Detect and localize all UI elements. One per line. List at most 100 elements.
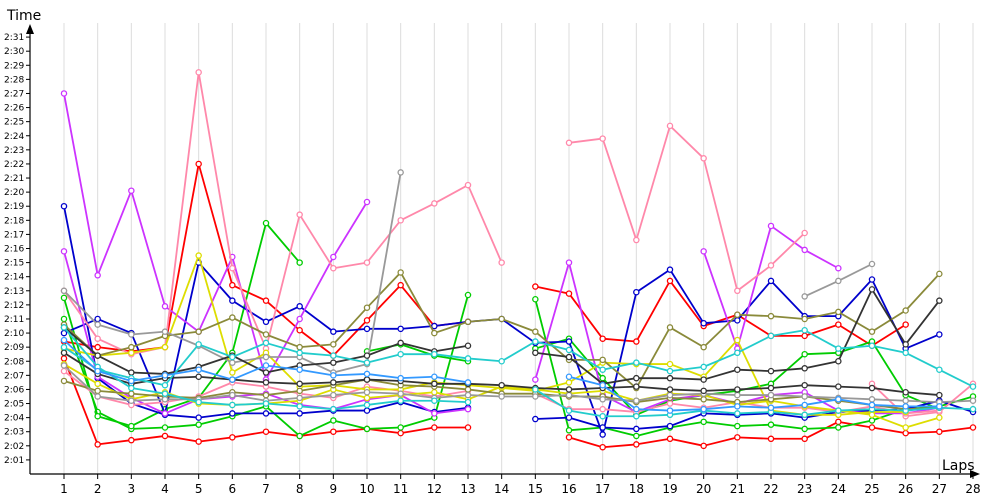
x-tick-label: 8	[296, 482, 304, 496]
data-point	[195, 252, 202, 259]
data-point	[666, 122, 674, 130]
data-point	[868, 286, 876, 293]
data-point	[633, 383, 640, 390]
data-point	[60, 349, 68, 357]
series-line	[366, 343, 469, 363]
data-point	[128, 349, 135, 357]
x-tick-label: 18	[629, 482, 644, 496]
series-line	[568, 375, 940, 412]
data-point	[666, 277, 674, 285]
data-point	[868, 328, 876, 335]
data-point	[835, 357, 842, 365]
data-point	[902, 349, 909, 357]
data-point	[94, 321, 101, 328]
data-point	[195, 373, 202, 381]
data-point	[195, 398, 202, 406]
data-point	[464, 424, 472, 431]
data-point	[599, 396, 606, 403]
data-point	[835, 418, 842, 426]
data-point	[700, 396, 707, 403]
data-point	[498, 393, 505, 400]
data-point	[296, 211, 303, 218]
data-point	[330, 417, 337, 424]
data-point	[767, 404, 775, 412]
data-point	[397, 169, 404, 176]
data-point	[464, 181, 472, 189]
series-15	[60, 169, 876, 376]
data-point	[128, 390, 135, 397]
data-point	[397, 217, 404, 224]
data-point	[969, 397, 977, 404]
data-point	[767, 277, 775, 285]
data-point	[296, 303, 303, 310]
data-point	[128, 384, 135, 392]
data-point	[532, 393, 539, 400]
data-point	[700, 376, 707, 383]
series-line	[63, 71, 503, 356]
data-point	[532, 386, 539, 393]
data-point	[464, 386, 472, 393]
data-point	[262, 391, 270, 399]
data-point	[330, 405, 337, 413]
data-point	[734, 391, 741, 399]
data-point	[565, 391, 573, 399]
data-point	[431, 397, 438, 404]
y-tick-label: 2:23	[4, 146, 24, 156]
data-point	[195, 421, 202, 428]
data-point	[599, 424, 606, 431]
data-point	[296, 259, 303, 266]
data-point	[464, 342, 472, 349]
data-point	[161, 390, 169, 397]
data-point	[498, 381, 505, 389]
data-point	[94, 315, 101, 323]
data-point	[431, 200, 438, 207]
data-point	[936, 428, 943, 435]
data-point	[229, 401, 236, 409]
data-point	[801, 435, 808, 443]
data-point	[363, 407, 371, 414]
data-point	[330, 328, 337, 335]
data-point	[599, 431, 606, 438]
series-line	[63, 93, 368, 381]
data-point	[296, 326, 303, 334]
data-point	[936, 391, 943, 399]
data-point	[296, 403, 303, 410]
data-point	[767, 391, 775, 399]
data-point	[296, 410, 303, 417]
data-point	[195, 160, 202, 168]
series-line	[534, 388, 974, 418]
data-point	[195, 438, 202, 445]
data-point	[666, 367, 674, 375]
data-point	[431, 424, 438, 431]
data-point	[363, 394, 371, 402]
data-point	[363, 317, 371, 324]
data-point	[734, 349, 741, 357]
data-point	[229, 264, 236, 272]
data-point	[565, 407, 573, 414]
y-axis-title: Time	[6, 8, 41, 24]
data-point	[363, 198, 371, 206]
x-tick-label: 23	[797, 482, 812, 496]
data-point	[128, 377, 135, 385]
y-tick-label: 2:09	[4, 343, 24, 353]
data-point	[195, 341, 202, 348]
data-point	[666, 391, 674, 399]
data-point	[229, 353, 236, 361]
data-point	[835, 321, 842, 328]
series-7	[60, 90, 842, 383]
x-tick-label: 15	[528, 482, 543, 496]
data-point	[666, 422, 674, 430]
data-point	[262, 297, 270, 304]
data-point	[767, 222, 775, 230]
data-point	[734, 410, 741, 417]
data-point	[599, 412, 606, 420]
x-axis-title: Laps	[942, 458, 975, 474]
data-point	[397, 390, 404, 397]
x-tick-label: 14	[494, 482, 509, 496]
data-point	[700, 248, 707, 255]
data-point	[835, 396, 842, 403]
data-point	[229, 369, 236, 376]
data-point	[801, 332, 808, 340]
data-point	[229, 281, 236, 289]
data-point	[565, 290, 573, 297]
